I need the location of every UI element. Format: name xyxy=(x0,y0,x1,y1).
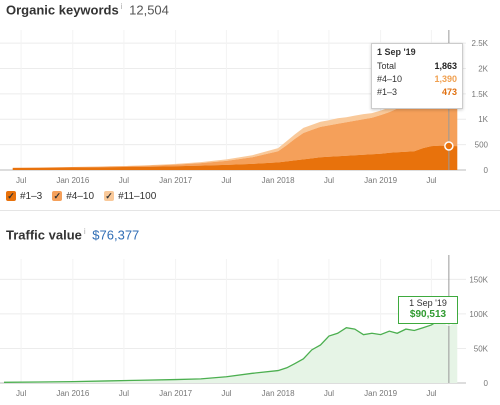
traffic-tooltip-date: 1 Sep '19 xyxy=(409,298,447,308)
legend-item[interactable]: ✓ #1–3 xyxy=(6,191,42,202)
area-series[interactable] xyxy=(12,145,458,170)
x-tick-label: Jul xyxy=(16,176,26,185)
tooltip-row-label: Total xyxy=(377,61,397,71)
traffic-tooltip-value: $90,513 xyxy=(409,309,447,320)
traffic-value-chart[interactable]: 0 50K 100K 150K Jul Jan 2016 Jul Jan 2017 Jul Jan… xyxy=(0,255,500,405)
x-tick-label: Jan 2016 xyxy=(56,176,89,185)
x-tick-label: Jul xyxy=(324,389,334,398)
legend-divider xyxy=(0,210,500,211)
x-tick-label: Jan 2019 xyxy=(364,389,397,398)
x-tick-label: Jul xyxy=(119,389,129,398)
tooltip-row-value: 1,390 xyxy=(434,74,457,84)
x-tick-label: Jul xyxy=(426,176,436,185)
x-tick-label: Jul xyxy=(119,176,129,185)
traffic-line[interactable] xyxy=(3,318,458,383)
tooltip-row: Total 1,863 xyxy=(377,60,457,73)
tooltip-date: 1 Sep '19 xyxy=(377,47,416,57)
y-tick-label: 100K xyxy=(469,310,488,319)
tooltip-row: #1–3 473 xyxy=(377,86,457,99)
tooltip-row-value: 1,863 xyxy=(434,61,457,71)
x-tick-label: Jul xyxy=(221,389,231,398)
y-tick-label: 1K xyxy=(478,115,488,124)
y-tick-label: 2K xyxy=(478,64,488,73)
keywords-tooltip: 1 Sep '19 Total 1,863 #4–10 1,390 #1–3 473 xyxy=(371,43,463,109)
traffic-value-header: Traffic value i $76,377 xyxy=(6,227,139,242)
x-tick-label: Jul xyxy=(324,176,334,185)
x-tick-label: Jan 2018 xyxy=(262,389,295,398)
y-tick-label: 1.5K xyxy=(472,90,489,99)
x-tick-label: Jul xyxy=(426,389,436,398)
legend-checkbox[interactable]: ✓ xyxy=(104,191,115,201)
area-series[interactable] xyxy=(12,75,458,168)
legend-label: #11–100 xyxy=(118,190,157,202)
info-icon[interactable]: i xyxy=(120,2,123,11)
x-tick-label: Jan 2019 xyxy=(364,176,397,185)
y-tick-label: 0 xyxy=(484,166,489,175)
x-tick-label: Jan 2017 xyxy=(159,389,192,398)
y-tick-label: 500 xyxy=(475,141,489,150)
organic-keywords-count: 12,504 xyxy=(129,2,169,18)
y-tick-label: 150K xyxy=(469,275,488,284)
x-tick-label: Jan 2016 xyxy=(56,389,89,398)
y-tick-label: 2.5K xyxy=(472,39,489,48)
legend-item[interactable]: ✓ #11–100 xyxy=(104,191,156,202)
traffic-value-title: Traffic value xyxy=(6,227,82,243)
tooltip-row: #4–10 1,390 xyxy=(377,73,457,86)
tooltip-row-label: #4–10 xyxy=(377,74,403,84)
x-tick-label: Jul xyxy=(221,176,231,185)
y-tick-label: 50K xyxy=(474,344,489,353)
keywords-legend: ✓ #1–3 ✓ #4–10 ✓ #11–100 xyxy=(6,187,156,205)
organic-keywords-title: Organic keywords xyxy=(6,2,119,18)
legend-label: #4–10 xyxy=(66,190,95,202)
tooltip-row-label: #1–3 xyxy=(377,87,398,97)
legend-checkbox[interactable]: ✓ xyxy=(6,191,16,201)
x-tick-label: Jan 2018 xyxy=(262,176,295,185)
legend-label: #1–3 xyxy=(20,190,43,202)
x-tick-label: Jul xyxy=(16,389,26,398)
x-tick-label: Jan 2017 xyxy=(159,176,192,185)
hover-point xyxy=(444,141,454,151)
info-icon[interactable]: i xyxy=(83,227,86,236)
traffic-area xyxy=(4,319,458,383)
legend-checkbox[interactable]: ✓ xyxy=(52,191,63,201)
tooltip-row-value: 473 xyxy=(441,87,457,97)
traffic-value-amount: $76,377 xyxy=(92,227,140,243)
traffic-tooltip: 1 Sep '19 $90,513 xyxy=(398,296,458,324)
legend-item[interactable]: ✓ #4–10 xyxy=(52,191,94,202)
organic-keywords-header: Organic keywords i 12,504 xyxy=(6,2,169,17)
y-tick-label: 0 xyxy=(484,379,489,388)
